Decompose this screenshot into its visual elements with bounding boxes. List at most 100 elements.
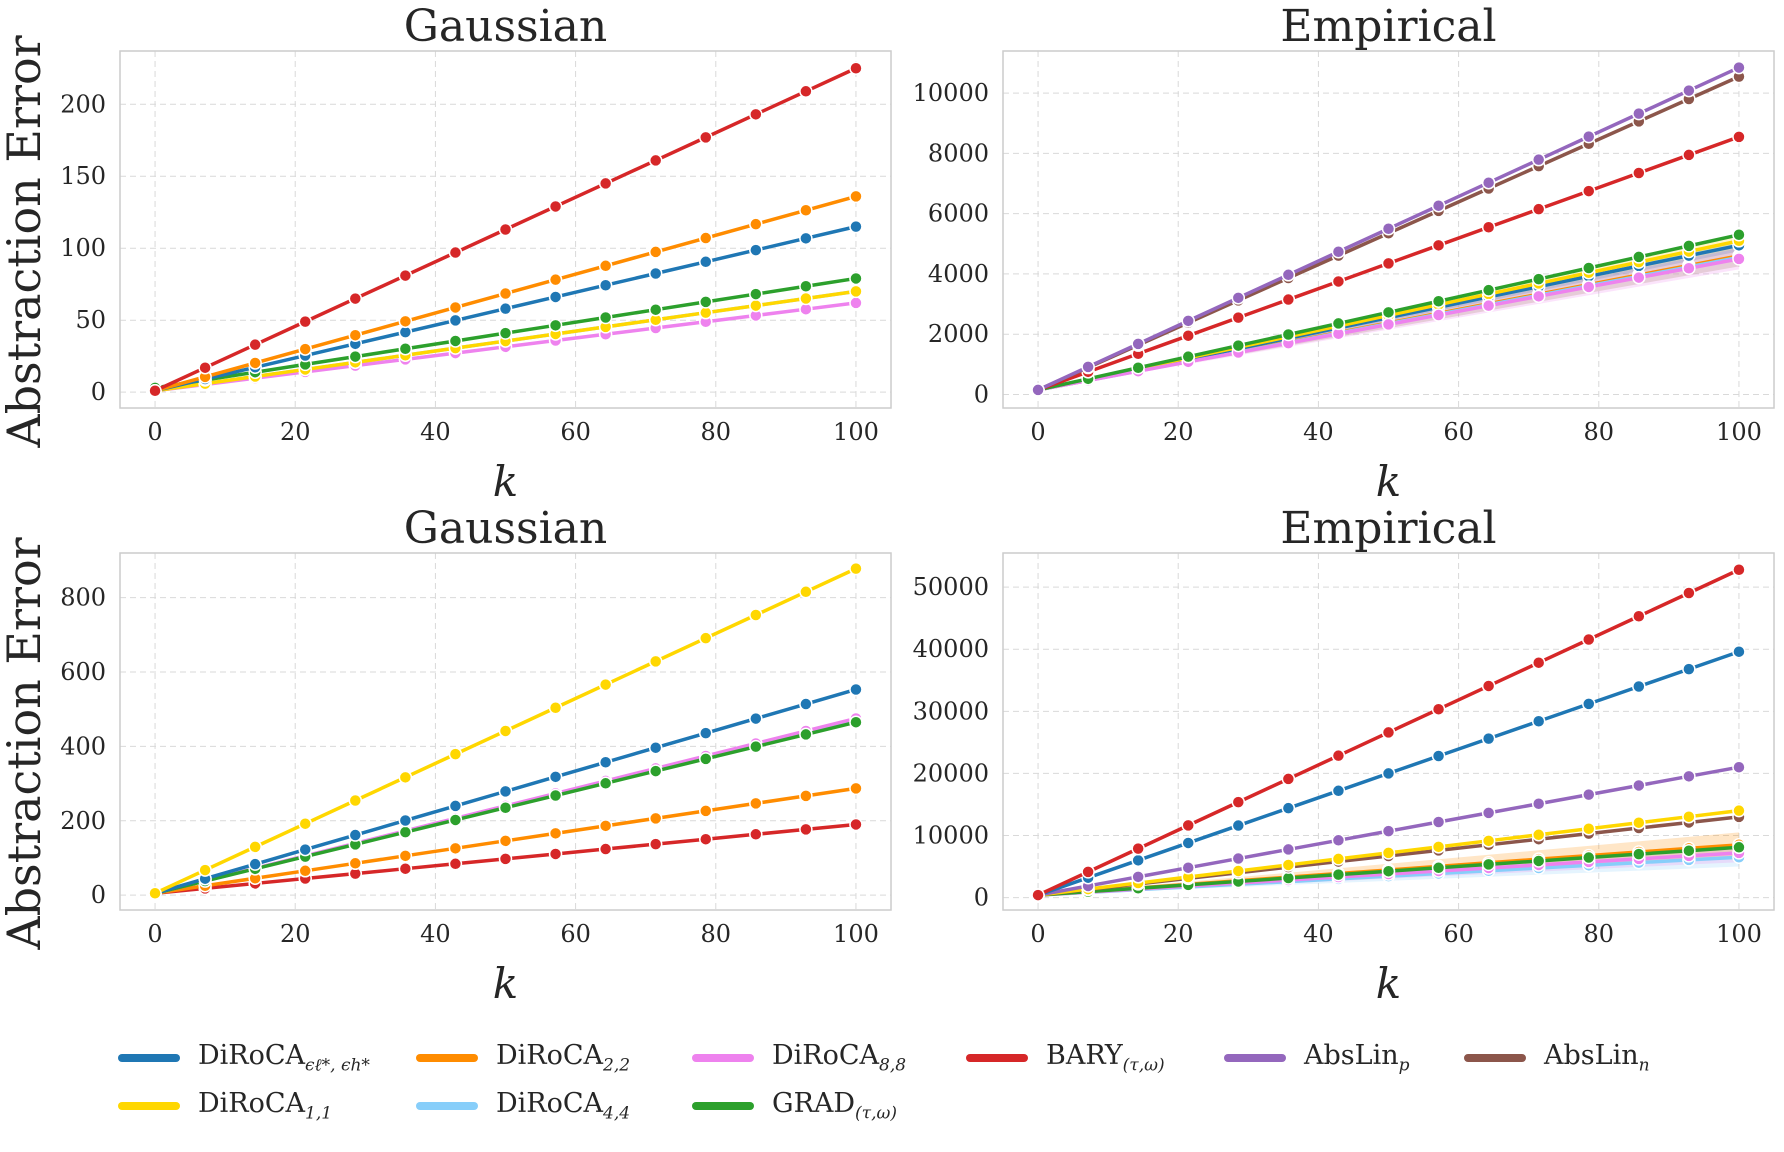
- chart-panel-3: 0 20 40 60 80 100 0 200 400 600 800 Gaussian k Abstra…: [0, 503, 892, 1008]
- x-tick-label: 60: [560, 418, 591, 446]
- data-point-grad: [498, 326, 513, 340]
- data-point-bary: [1632, 609, 1646, 623]
- data-point-diroca_22: [799, 203, 813, 218]
- chart-panel-4: 0 20 40 60 80 100 0 10000 20000 30000 40000 50000 Em…: [913, 503, 1775, 1008]
- data-point-bary: [348, 291, 363, 306]
- x-tick-label: 100: [1716, 418, 1762, 446]
- data-point-grad: [1231, 338, 1246, 353]
- data-point-diroca_22: [498, 834, 513, 848]
- data-point-abslin_p: [1131, 337, 1145, 351]
- data-point-diroca_88: [849, 296, 863, 310]
- data-point-diroca_22: [398, 849, 413, 863]
- data-point-grad: [1682, 843, 1696, 858]
- data-point-diroca_eps: [1431, 749, 1446, 763]
- data-point-diroca_11: [1231, 864, 1246, 878]
- y-tick-label: 600: [60, 658, 106, 686]
- data-point-abslin_p: [1632, 778, 1646, 793]
- x-tick-label: 40: [1303, 920, 1334, 948]
- data-point-abslin_p: [1582, 129, 1596, 144]
- data-point-grad: [548, 318, 563, 333]
- data-point-diroca_eps: [1582, 697, 1596, 711]
- data-point-diroca_eps: [799, 231, 813, 246]
- data-point-diroca_11: [1632, 815, 1646, 830]
- x-tick-label: 40: [1303, 418, 1334, 446]
- data-point-bary: [1531, 202, 1546, 216]
- legend-label: BARY(τ,ω): [1046, 1040, 1165, 1076]
- data-point-diroca_eps: [398, 813, 413, 828]
- legend-label: DiRoCA4,4: [496, 1088, 631, 1124]
- data-point-bary: [1181, 328, 1195, 343]
- y-tick-label: 50000: [913, 573, 989, 601]
- x-tick-label: 60: [1443, 418, 1474, 446]
- data-point-diroca_11: [1431, 840, 1446, 854]
- data-point-diroca_11: [648, 654, 663, 669]
- data-point-grad: [1331, 316, 1346, 331]
- data-point-bary: [498, 852, 513, 866]
- data-point-diroca_11: [298, 816, 312, 831]
- y-tick-label: 0: [91, 378, 106, 406]
- chart-title: Empirical: [1280, 503, 1496, 554]
- data-point-diroca_22: [598, 819, 613, 833]
- data-point-diroca_eps: [1531, 714, 1546, 729]
- data-point-diroca_22: [298, 864, 312, 878]
- x-axis-label: k: [493, 959, 518, 1008]
- data-point-grad: [1732, 840, 1746, 855]
- data-point-diroca_eps: [1732, 644, 1746, 659]
- data-point-diroca_22: [849, 781, 863, 796]
- data-point-bary: [448, 857, 463, 871]
- data-point-grad: [1582, 261, 1596, 275]
- plot-frame: [119, 552, 892, 911]
- data-point-grad: [1682, 239, 1696, 253]
- data-point-grad: [699, 295, 713, 309]
- data-point-bary: [1531, 655, 1546, 670]
- data-point-bary: [398, 268, 413, 283]
- data-point-bary: [1481, 679, 1496, 693]
- data-point-diroca_22: [498, 286, 513, 301]
- data-point-grad: [398, 825, 413, 839]
- data-point-abslin_p: [1531, 796, 1546, 811]
- data-point-diroca_22: [799, 789, 813, 803]
- data-point-diroca_eps: [699, 726, 713, 740]
- data-point-bary: [1431, 702, 1446, 716]
- data-point-bary: [1331, 274, 1346, 289]
- data-point-grad: [749, 739, 763, 754]
- data-point-diroca_88: [1481, 298, 1496, 313]
- data-point-abslin_p: [1732, 760, 1746, 774]
- data-point-abslin_p: [1381, 221, 1396, 236]
- data-point-diroca_eps: [648, 266, 663, 281]
- data-point-diroca_11: [799, 585, 813, 599]
- data-point-diroca_eps: [598, 755, 613, 770]
- x-tick-label: 80: [700, 920, 731, 948]
- data-point-grad: [648, 302, 663, 317]
- data-point-diroca_11: [198, 863, 212, 877]
- data-point-abslin_p: [1281, 268, 1296, 282]
- legend: DiRoCAϵℓ*, ϵh* DiRoCA2,2 DiRoCA8,8 BARY(…: [118, 1038, 1718, 1138]
- data-point-bary: [1081, 865, 1095, 879]
- y-tick-label: 400: [60, 732, 106, 760]
- data-point-bary: [598, 176, 613, 191]
- data-point-abslin_p: [1231, 291, 1246, 305]
- data-point-diroca_11: [248, 840, 262, 854]
- data-point-bary: [548, 199, 563, 214]
- x-tick-label: 80: [1583, 920, 1614, 948]
- legend-swatch: [966, 1054, 1028, 1062]
- data-point-bary: [1682, 148, 1696, 162]
- data-point-bary: [648, 837, 663, 851]
- data-point-abslin_p: [1582, 787, 1596, 802]
- data-point-grad: [1632, 250, 1646, 264]
- data-point-bary: [1582, 632, 1596, 647]
- data-point-diroca_eps: [849, 219, 863, 234]
- data-point-grad: [699, 752, 713, 766]
- data-point-grad: [1481, 857, 1496, 872]
- data-point-bary: [298, 314, 312, 329]
- legend-item-diroca-44: DiRoCA4,4: [416, 1086, 630, 1126]
- data-point-grad: [1431, 294, 1446, 309]
- y-tick-label: 30000: [913, 697, 989, 725]
- y-tick-label: 150: [60, 162, 106, 190]
- data-point-diroca_88: [1582, 280, 1596, 294]
- x-tick-label: 80: [1583, 418, 1614, 446]
- data-point-grad: [1582, 850, 1596, 865]
- y-axis-label: Abstraction Error: [0, 35, 51, 448]
- data-point-bary: [699, 832, 713, 846]
- data-point-diroca_eps: [448, 313, 463, 328]
